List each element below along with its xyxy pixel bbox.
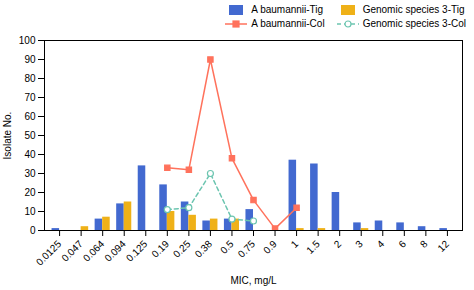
svg-text:60: 60 — [24, 111, 36, 122]
html-text:A baumannii-Col: A baumannii-Col — [251, 18, 325, 29]
svg-text:0.047: 0.047 — [59, 238, 85, 264]
svg-text:0.5: 0.5 — [218, 238, 236, 256]
svg-text:8: 8 — [418, 238, 430, 250]
svg-text:0.094: 0.094 — [102, 238, 128, 264]
svg-text:70: 70 — [24, 92, 36, 103]
svg-text:0.125: 0.125 — [124, 238, 150, 264]
html-text:Genomic species 3-Tig: Genomic species 3-Tig — [362, 4, 465, 15]
svg-text:0.0125: 0.0125 — [34, 238, 64, 268]
svg-text:0.19: 0.19 — [149, 238, 171, 260]
svg-text:Isolate No.: Isolate No. — [2, 112, 13, 160]
html-text:Genomic species 3-Col: Genomic species 3-Col — [362, 18, 466, 29]
svg-text:40: 40 — [24, 149, 36, 160]
svg-text:0.9: 0.9 — [261, 238, 279, 256]
svg-text:0.25: 0.25 — [171, 238, 193, 260]
svg-text:20: 20 — [24, 187, 36, 198]
svg-text:0: 0 — [30, 225, 36, 236]
svg-text:0.38: 0.38 — [193, 238, 215, 260]
svg-text:1.5: 1.5 — [304, 238, 322, 256]
svg-text:3: 3 — [353, 238, 365, 250]
html-text:A baumannii-Tig: A baumannii-Tig — [251, 4, 324, 15]
svg-text:2: 2 — [332, 238, 344, 250]
svg-text:0.75: 0.75 — [236, 238, 258, 260]
svg-text:100: 100 — [19, 35, 36, 46]
svg-text:1: 1 — [289, 238, 301, 250]
svg-text:0.064: 0.064 — [81, 238, 107, 264]
svg-text:4: 4 — [375, 238, 387, 250]
svg-text:10: 10 — [24, 206, 36, 217]
svg-text:12: 12 — [435, 238, 451, 254]
svg-text:MIC, mg/L: MIC, mg/L — [230, 275, 277, 286]
svg-text:6: 6 — [396, 238, 408, 250]
svg-text:80: 80 — [24, 73, 36, 84]
svg-text:90: 90 — [24, 54, 36, 65]
svg-text:50: 50 — [24, 130, 36, 141]
svg-text:30: 30 — [24, 168, 36, 179]
